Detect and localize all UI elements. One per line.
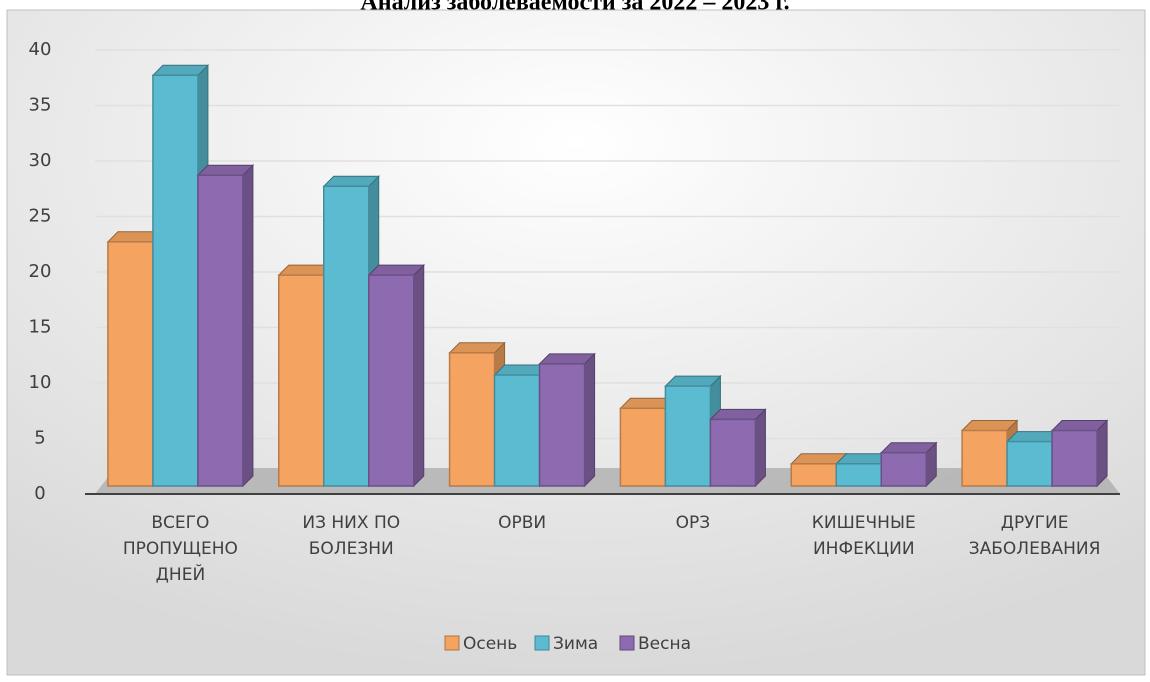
bar-top (664, 375, 722, 387)
bar (107, 241, 154, 487)
bar-top (367, 264, 425, 276)
bar-top (196, 164, 255, 176)
bar (493, 374, 541, 487)
bar (538, 363, 586, 487)
x-tick-label: КИШЕЧНЫЕ ИНФЕКЦИИ (811, 513, 916, 559)
bar-top (709, 408, 767, 420)
y-tick-label: 25 (29, 206, 52, 227)
bar (619, 407, 667, 487)
bar (1006, 440, 1053, 487)
bar-side (584, 352, 596, 488)
bar (323, 185, 370, 487)
y-tick-label: 30 (29, 150, 52, 171)
bar (152, 74, 199, 487)
legend-swatch (534, 635, 550, 651)
bar-top (1050, 420, 1109, 431)
bar (709, 418, 757, 487)
y-tick-label: 5 (34, 428, 45, 449)
x-tick-label: ОРЗ (675, 513, 711, 533)
legend-label: Осень (463, 634, 517, 654)
bar (835, 463, 882, 487)
y-tick-label: 10 (29, 372, 52, 393)
bar-top (960, 420, 1019, 431)
x-tick-label: ИЗ НИХ ПО БОЛЕЗНИ (302, 513, 401, 559)
chart-title: Анализ заболеваемости за 2022 – 2023 г. (360, 0, 789, 16)
x-tick-label: ДРУГИЕ ЗАБОЛЕВАНИЯ (968, 513, 1101, 559)
y-tick-label: 20 (29, 261, 52, 282)
bar-top (448, 342, 506, 354)
bar-side (754, 408, 766, 488)
y-tick-label: 15 (29, 317, 52, 338)
x-tick-label: ВСЕГО ПРОПУЩЕНО ДНЕЙ (122, 513, 238, 585)
legend-swatch (619, 635, 635, 651)
bar (197, 174, 244, 487)
legend-label: Зима (553, 634, 598, 654)
bar-top (538, 353, 596, 365)
x-tick-label: ОРВИ (498, 513, 547, 533)
bar (961, 429, 1008, 487)
bar (1051, 429, 1098, 487)
bar (664, 385, 712, 487)
bar (278, 274, 325, 487)
legend-swatch (444, 635, 460, 651)
bar (448, 352, 496, 487)
bar (880, 451, 927, 487)
bar-top (151, 64, 210, 76)
bar-side (413, 263, 425, 488)
y-tick-label: 40 (29, 39, 52, 60)
bar-top (880, 442, 938, 454)
bar (790, 463, 837, 487)
y-tick-label: 0 (34, 483, 45, 504)
legend-label: Весна (638, 634, 691, 654)
bar-side (1096, 419, 1108, 488)
y-tick-label: 35 (29, 95, 52, 116)
bar (368, 274, 415, 487)
bar-top (322, 175, 380, 187)
bar-side (242, 163, 254, 488)
